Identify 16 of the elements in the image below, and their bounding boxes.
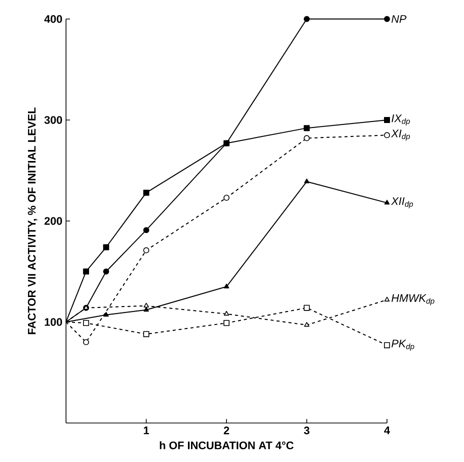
x-tick-label: 3 — [304, 426, 310, 434]
x-tick-label: 4 — [384, 426, 390, 434]
series-label: HMWK$_{dp}$ — [392, 294, 434, 306]
y-tick-label: 200 — [44, 217, 62, 225]
y-axis-title: FACTOR VII ACTIVITY, % OF INITIAL LEVEL — [28, 107, 38, 334]
series-label: XI$_{dp}$ — [390, 130, 410, 141]
series-label: XII$_{dp}$ — [390, 197, 413, 208]
series-label: PK$_{dp}$ — [392, 340, 414, 351]
x-tick-label: 2 — [224, 426, 230, 434]
series-label: IX$_{dp}$ — [392, 114, 410, 126]
x-tick-label: 1 — [144, 426, 149, 434]
series-label: NP — [392, 15, 406, 23]
y-tick-label: 300 — [44, 116, 62, 124]
y-tick-label: 400 — [44, 15, 62, 23]
x-axis-title: h OF INCUBATION AT 4°C — [160, 441, 294, 450]
y-tick-label: 100 — [44, 318, 62, 326]
